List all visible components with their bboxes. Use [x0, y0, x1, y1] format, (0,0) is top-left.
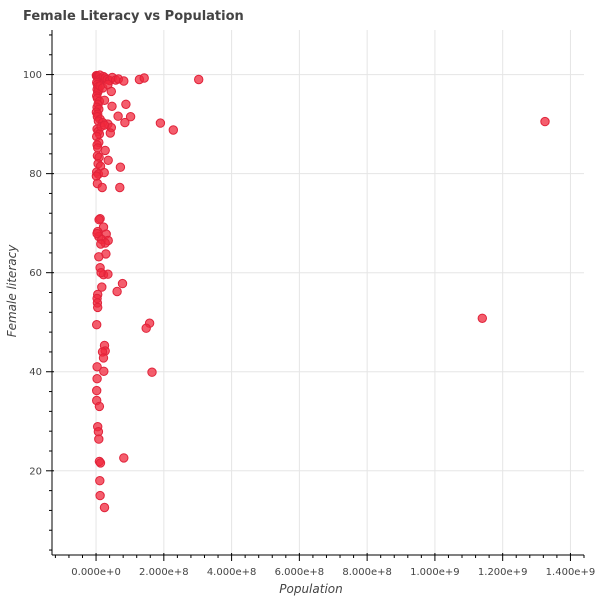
data-point [120, 117, 130, 128]
data-point [94, 401, 105, 412]
y-tick-label: 60 [29, 268, 42, 279]
data-points [91, 70, 550, 513]
data-point [155, 118, 166, 128]
data-point [121, 99, 131, 110]
data-point [95, 490, 105, 501]
x-tick-label: 4.000e+8 [207, 567, 257, 578]
data-point [106, 86, 117, 97]
data-point [95, 476, 105, 486]
data-point [141, 323, 151, 333]
data-point [119, 76, 129, 86]
data-point [194, 74, 204, 85]
data-point [112, 286, 122, 297]
data-point [98, 353, 109, 363]
data-point [139, 73, 149, 83]
axes: 0.000e+0 2.000e+8 4.000e+8 6.000e+8 8.000e+8… [23, 30, 595, 578]
data-point [115, 182, 125, 193]
y-tick-label: 80 [29, 169, 42, 180]
data-point [92, 385, 102, 396]
x-tick-label: 8.000e+8 [342, 567, 392, 578]
data-point [103, 155, 113, 166]
data-point [125, 112, 136, 122]
data-point [117, 278, 128, 289]
y-tick-label: 100 [23, 70, 42, 81]
data-point [94, 215, 104, 225]
data-point [96, 239, 106, 249]
chart-title: Female Literacy vs Population [23, 9, 244, 24]
data-point [97, 282, 107, 292]
y-tick-label: 40 [29, 367, 42, 378]
data-point [94, 252, 104, 262]
data-point [540, 116, 550, 127]
data-point [94, 434, 104, 444]
data-point [477, 313, 487, 323]
data-point [147, 367, 157, 377]
grid [52, 30, 584, 555]
data-point [105, 128, 116, 138]
y-axis-label: Female literacy [5, 244, 19, 338]
data-point [99, 366, 109, 376]
x-tick-label: 1.000e+9 [410, 567, 460, 578]
data-point [99, 167, 109, 178]
data-point [96, 268, 106, 278]
data-point [97, 182, 107, 193]
x-axis-label: Population [279, 582, 342, 596]
data-point [93, 302, 103, 313]
data-point [92, 320, 102, 330]
data-point [99, 120, 110, 130]
data-point [115, 162, 126, 172]
x-tick-label: 2.000e+8 [139, 567, 189, 578]
data-point [92, 374, 102, 384]
data-point [168, 125, 179, 135]
x-tick-label: 6.000e+8 [275, 567, 325, 578]
x-tick-label: 1.200e+9 [478, 567, 528, 578]
data-point [95, 458, 106, 468]
data-point [113, 111, 123, 121]
x-tick-label: 1.400e+9 [546, 567, 596, 578]
x-tick-label: 0.000e+0 [71, 567, 121, 578]
data-point [100, 145, 110, 156]
data-point [99, 95, 110, 106]
data-point [107, 101, 117, 112]
y-tick-label: 20 [29, 466, 42, 477]
data-point [119, 453, 129, 463]
data-point [92, 362, 102, 372]
data-point [92, 228, 102, 239]
data-point [99, 502, 110, 513]
